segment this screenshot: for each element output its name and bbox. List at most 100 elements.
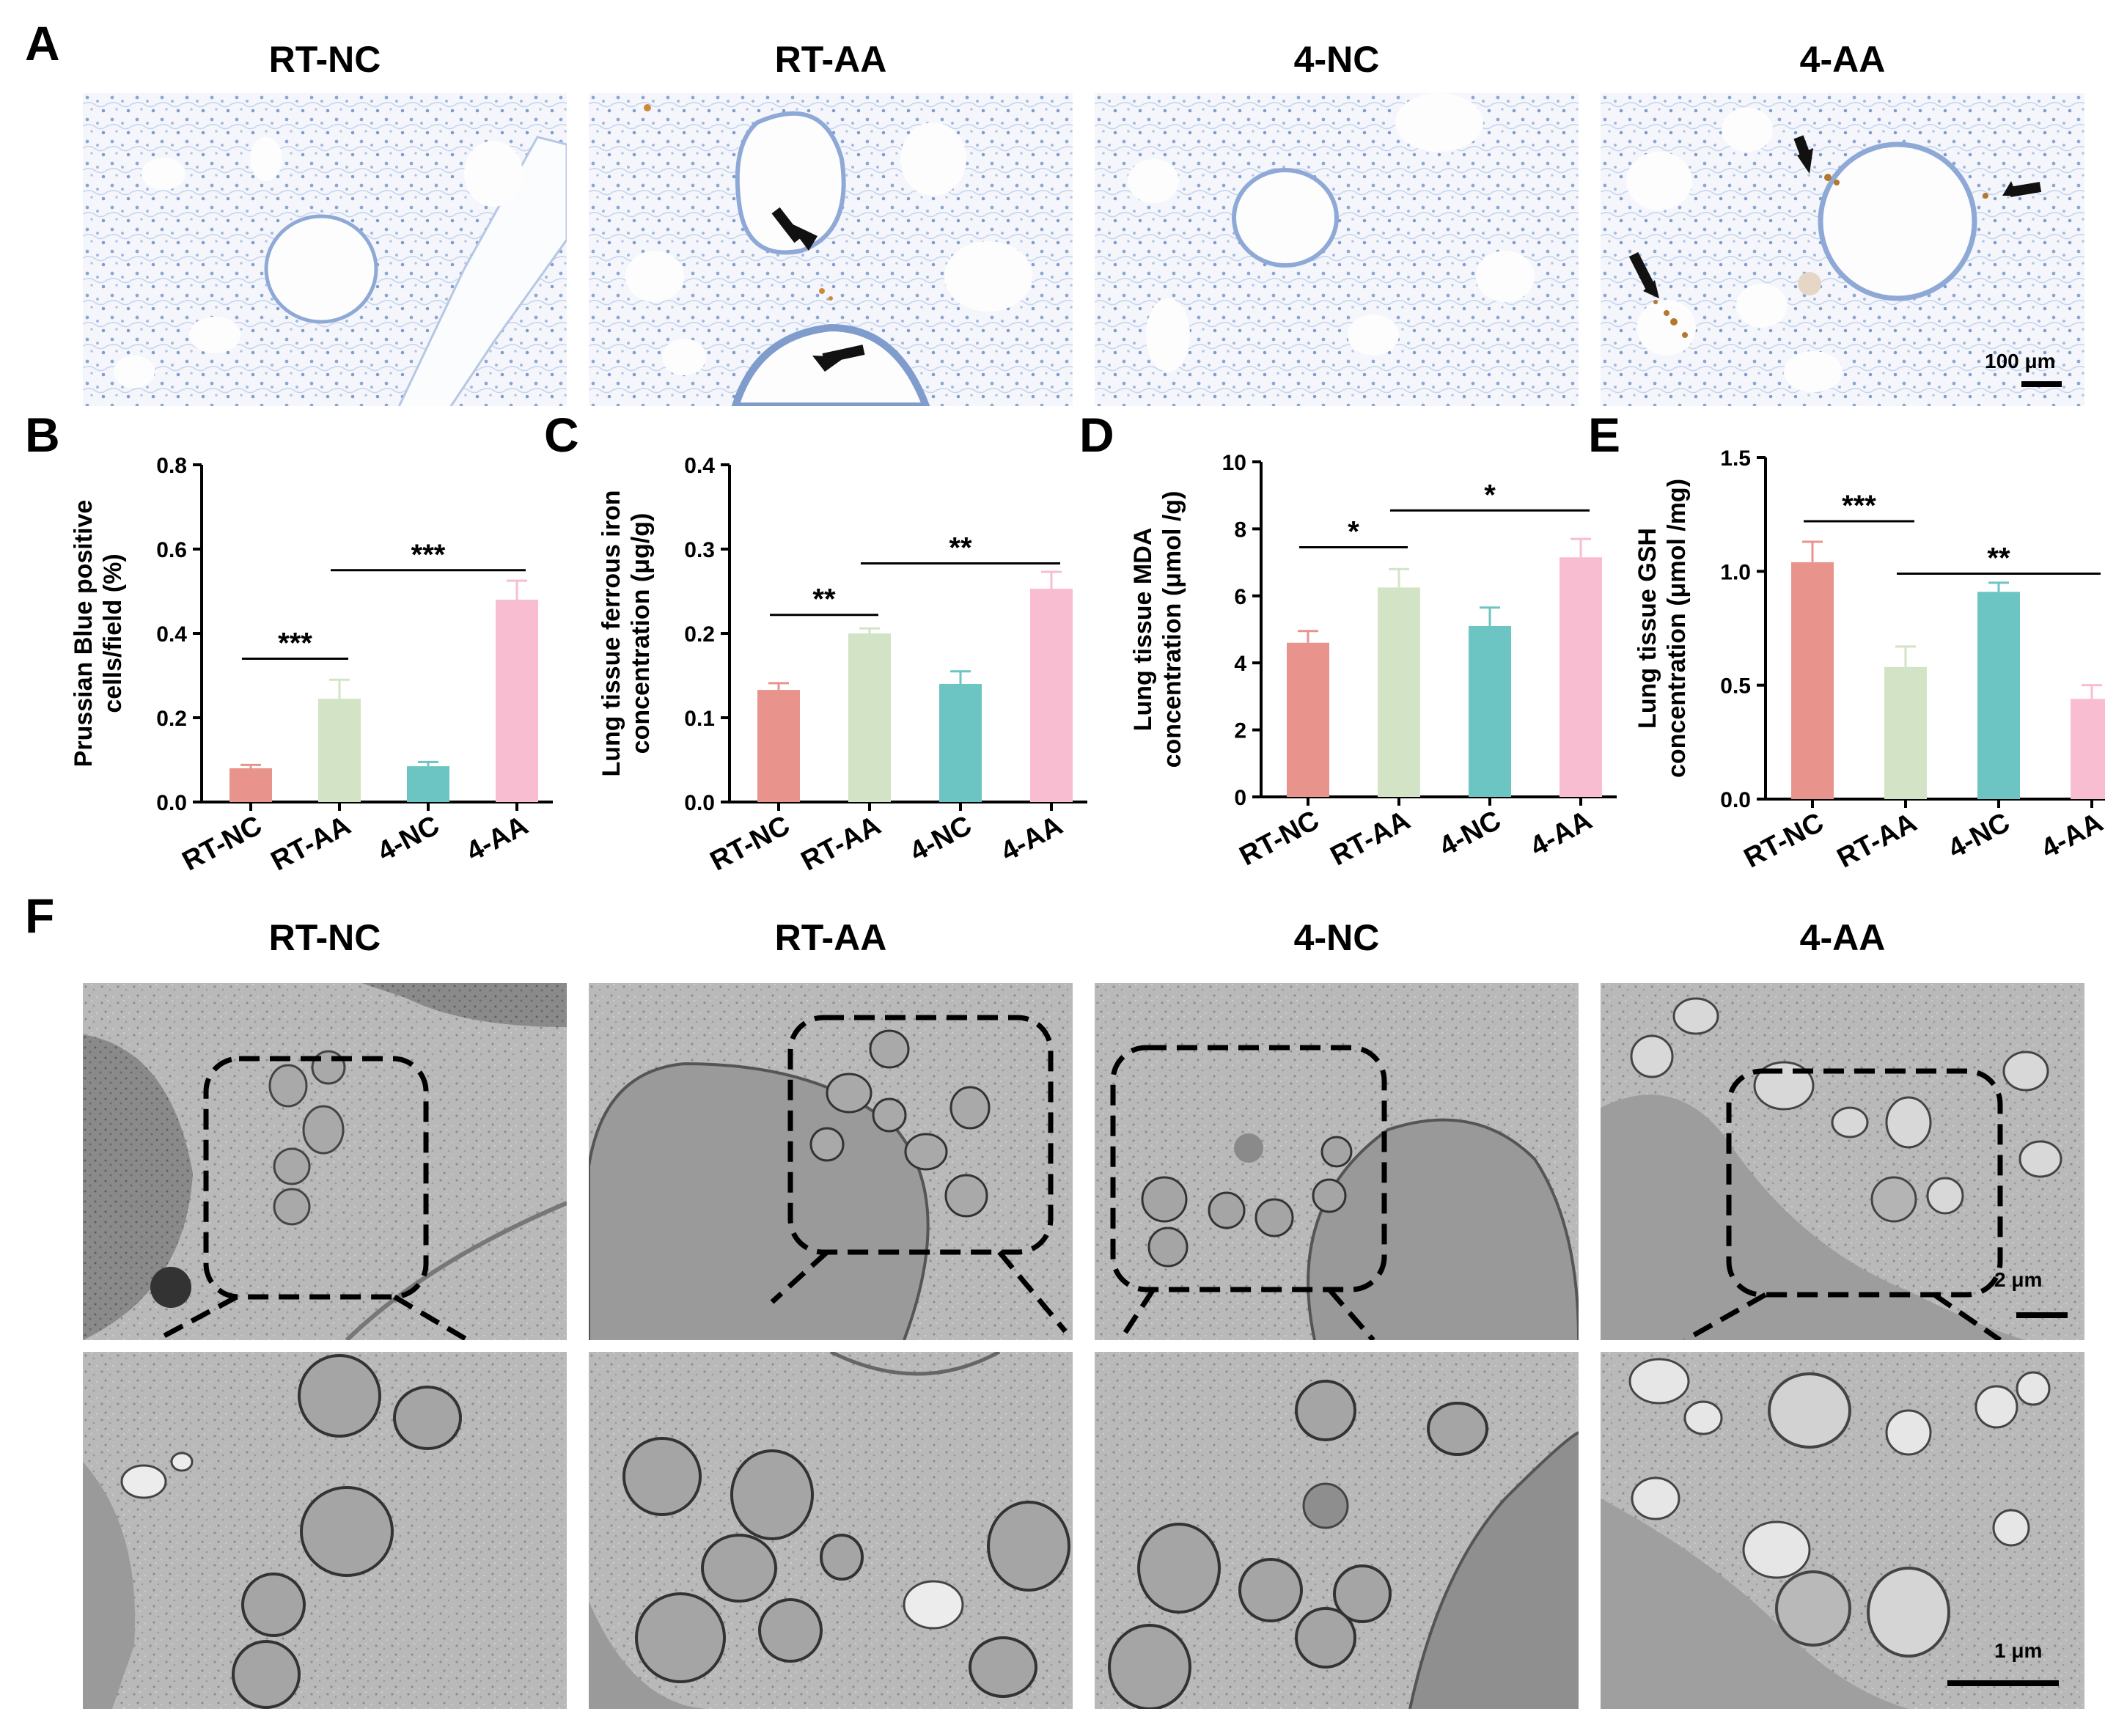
chart-d: 0 2 4 6 8 10 Lung tissue MDA concentration (μmo… (1074, 440, 1617, 913)
tem-zoom-rt-nc (83, 1352, 567, 1709)
chart-c-bar-rt-nc (757, 690, 800, 802)
tem-title-rt-nc: RT-NC (268, 917, 381, 958)
chart-b-ytick-label: 0.0 (156, 791, 187, 815)
chart-e-xtick-label: 4-NC (1943, 807, 2015, 865)
chart-c-ytick-label: 0.3 (684, 538, 715, 562)
histology-image-rt-aa (589, 93, 1073, 406)
tem-title-rt-aa: RT-AA (774, 917, 887, 958)
chart-d-svg: 0 2 4 6 8 10 Lung tissue MDA concentration (μmo… (1129, 451, 1617, 872)
panel-letter-a: A (25, 16, 60, 70)
chart-e-ytick-label: 1.0 (1720, 560, 1751, 584)
chart-c-ylabel-line: Lung tissue ferrous iron (598, 490, 625, 776)
chart-e-xtick-label: RT-AA (1832, 807, 1922, 875)
chart-e-bar-4-aa (2071, 699, 2105, 799)
panel-letter-e: E (1588, 408, 1621, 462)
chart-b-xtick-label: RT-NC (177, 810, 267, 878)
tem-bottom-scale-label: 1 μm (1994, 1639, 2043, 1662)
chart-d-xtick-label: RT-AA (1326, 805, 1415, 872)
tem-zoom-rt-aa (589, 1352, 1073, 1709)
histology-image-4-nc (1095, 93, 1579, 406)
chart-b-ytick-label: 0.4 (156, 622, 187, 647)
chart-e-bar-rt-nc (1791, 562, 1834, 799)
chart-d-ylabel-line: Lung tissue MDA (1129, 528, 1157, 732)
chart-e-ytick-label: 1.5 (1720, 446, 1751, 471)
histology-title-4-aa: 4-AA (1799, 39, 1886, 80)
chart-c-significance-label: ** (812, 584, 836, 616)
panel-letter-c: C (544, 408, 579, 462)
tem-zoom-4-aa (1601, 1352, 2084, 1709)
chart-d-ytick-label: 0 (1234, 786, 1246, 810)
chart-b-bar-rt-aa (318, 699, 361, 802)
chart-c-bar-4-aa (1030, 589, 1073, 802)
tem-overview-4-aa (1601, 983, 2084, 1340)
tem-top-scale-label: 2 μm (1994, 1268, 2043, 1291)
chart-d-bar-rt-aa (1378, 587, 1420, 797)
tem-title-4-aa: 4-AA (1799, 917, 1886, 958)
chart-e-ytick-label: 0.5 (1720, 674, 1751, 699)
chart-c-significance-label: ** (949, 532, 972, 564)
chart-d-ytick-label: 2 (1234, 719, 1246, 743)
chart-c-xtick-label: 4-AA (996, 810, 1068, 868)
chart-b-ytick-label: 0.2 (156, 707, 187, 731)
chart-d-ylabel-line: concentration (μmol /g) (1158, 491, 1186, 768)
histology-image-4-aa (1601, 93, 2084, 406)
chart-c: 0.0 0.1 0.2 0.3 0.4 Lung tissue ferrous iron c… (539, 440, 1087, 913)
chart-e-xtick-label: RT-NC (1739, 807, 1829, 875)
panel-letter-f: F (25, 889, 55, 943)
chart-d-significance-label: * (1348, 516, 1359, 548)
chart-b-xtick-label: 4-AA (461, 810, 533, 868)
chart-c-ylabel-line: concentration (μg/g) (627, 513, 655, 754)
tem-zoom-4-nc (1095, 1352, 1579, 1709)
chart-d-xtick-label: 4-NC (1434, 805, 1506, 863)
chart-d-xtick-label: 4-AA (1525, 805, 1597, 863)
chart-c-bar-4-nc (939, 684, 982, 802)
chart-c-bar-rt-aa (848, 633, 891, 802)
chart-e-ylabel-line: concentration (μmol /mg) (1663, 479, 1691, 778)
chart-b-xtick-label: RT-AA (266, 810, 356, 878)
chart-c-xtick-label: RT-AA (796, 810, 886, 878)
chart-b-ytick-label: 0.8 (156, 454, 187, 478)
tem-top-scale-bar (2016, 1312, 2068, 1318)
chart-b-bar-4-aa (496, 600, 538, 802)
chart-e: 0.0 0.5 1.0 1.5 Lung tissue GSH concentration… (1587, 440, 2105, 913)
chart-c-ytick-label: 0.0 (684, 791, 715, 815)
histology-title-4-nc: 4-NC (1293, 39, 1380, 80)
chart-e-bar-4-nc (1977, 592, 2020, 799)
chart-e-ytick-label: 0.0 (1720, 788, 1751, 812)
tem-title-4-nc: 4-NC (1293, 917, 1380, 958)
chart-b-xtick-label: 4-NC (372, 810, 444, 868)
chart-d-xtick-label: RT-NC (1235, 805, 1324, 872)
chart-c-ytick-label: 0.2 (684, 622, 715, 647)
chart-c-svg: 0.0 0.1 0.2 0.3 0.4 Lung tissue ferrous iron c… (598, 454, 1087, 878)
chart-b-ytick-label: 0.6 (156, 538, 187, 562)
chart-b-significance-label: *** (278, 628, 312, 660)
chart-d-ytick-label: 4 (1234, 652, 1246, 676)
chart-e-ylabel-line: Lung tissue GSH (1634, 528, 1661, 729)
tem-overview-rt-nc (83, 983, 567, 1340)
histology-scale-bar (2021, 381, 2062, 387)
chart-d-bar-rt-nc (1287, 642, 1329, 797)
chart-e-svg: 0.0 0.5 1.0 1.5 Lung tissue GSH concentration… (1634, 446, 2105, 875)
chart-c-ytick-label: 0.4 (684, 454, 715, 478)
chart-d-ytick-label: 10 (1222, 451, 1246, 475)
chart-b-ylabel-line: Prussian Blue positive (70, 500, 98, 768)
histology-scale-label: 100 μm (1985, 350, 2056, 372)
tem-bottom-scale-bar (1947, 1680, 2059, 1686)
chart-c-xtick-label: 4-NC (905, 810, 977, 868)
chart-d-ytick-label: 8 (1234, 518, 1246, 542)
chart-b-svg: 0.0 0.2 0.4 0.6 0.8 Prussian Blue positive cel… (70, 454, 553, 878)
chart-e-significance-label: ** (1987, 542, 2010, 574)
chart-d-bar-4-nc (1469, 625, 1511, 797)
chart-e-xtick-label: 4-AA (2036, 807, 2105, 865)
tem-overview-rt-aa (589, 983, 1073, 1340)
histology-title-rt-aa: RT-AA (774, 39, 887, 80)
chart-b-bar-4-nc (407, 766, 449, 802)
chart-c-ytick-label: 0.1 (684, 707, 715, 731)
chart-d-significance-label: * (1484, 479, 1496, 511)
histology-title-rt-nc: RT-NC (268, 39, 381, 80)
chart-b-ylabel-line: cells/field (%) (99, 553, 127, 713)
tem-overview-4-nc (1095, 983, 1579, 1340)
chart-e-bar-rt-aa (1884, 666, 1927, 799)
chart-d-ytick-label: 6 (1234, 585, 1246, 609)
chart-b-bar-rt-nc (229, 768, 272, 802)
